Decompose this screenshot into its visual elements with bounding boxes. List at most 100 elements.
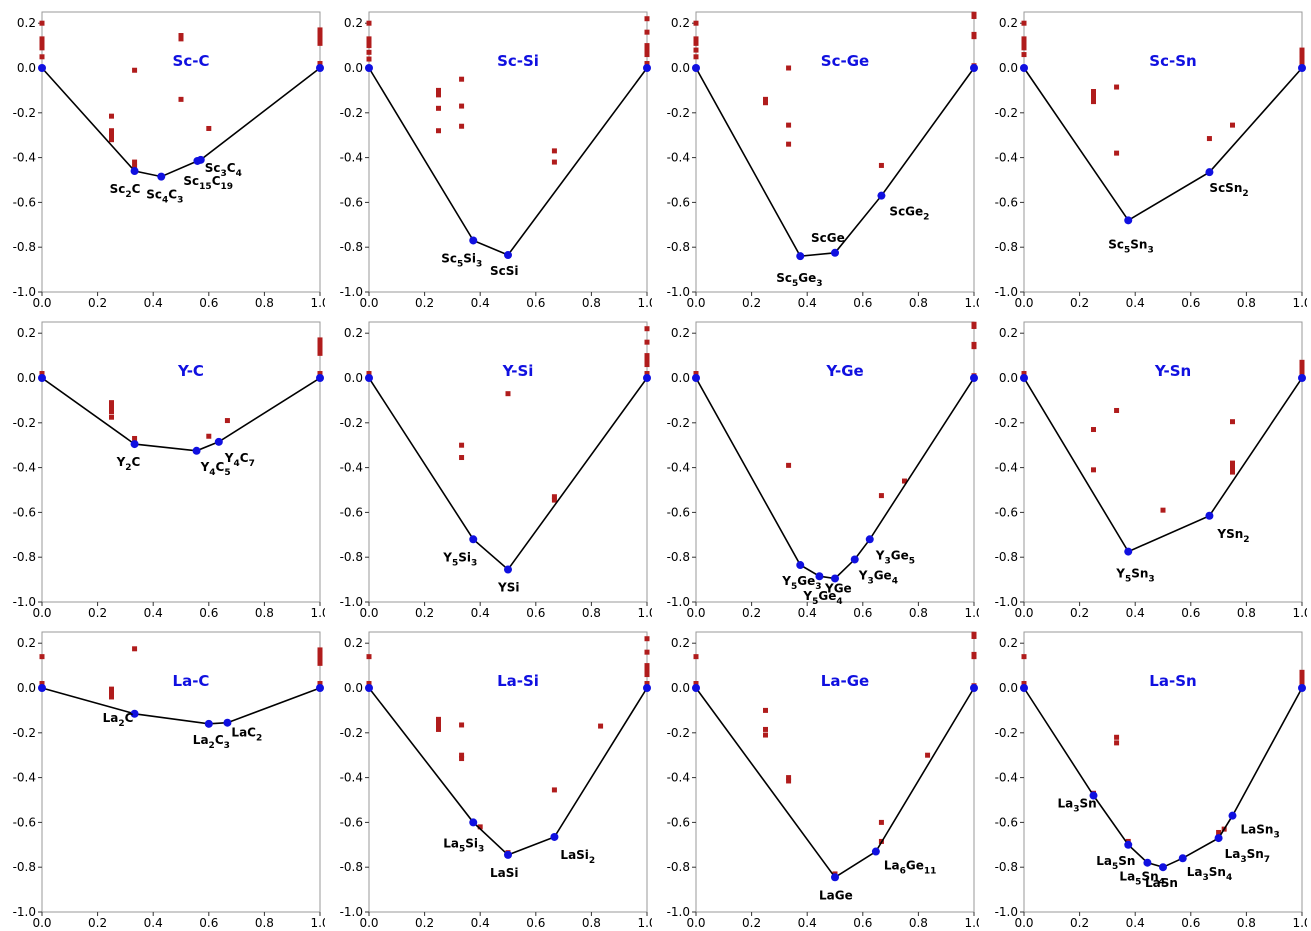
candidate-point [786,122,792,128]
candidate-point [109,409,114,415]
y-tick-label: -1.0 [995,905,1018,919]
candidate-point [1206,136,1212,142]
phase-label: LaSi2 [560,848,595,866]
candidate-point [206,125,212,131]
convex-hull-line [1023,67,1303,222]
hull-point [1298,374,1306,382]
hull-point [1143,858,1152,867]
candidate-point [1230,122,1235,128]
phase-label: Sc15C19 [183,174,233,192]
candidate-point [971,13,977,19]
phase-label: La3Sn7 [1225,847,1270,865]
convex-hull-line [1023,377,1303,553]
candidate-point [693,40,699,46]
phase-label: Y5Ge4 [802,589,842,607]
hull-point [970,684,978,692]
candidate-point [644,672,650,678]
plot-frame [1023,11,1303,293]
candidate-point [1021,20,1027,26]
y-tick-label: 0.2 [344,16,363,30]
y-tick-label: -0.2 [667,416,690,430]
candidate-point [109,113,114,119]
x-tick-label: 1.0 [964,296,979,308]
candidate-point [1299,56,1305,62]
x-tick-label: 0.8 [582,916,601,928]
hull-point [469,535,478,544]
candidate-point [109,400,114,406]
x-tick-label: 0.4 [798,606,817,618]
candidate-point [1299,366,1305,372]
convex-hull-line [41,687,321,725]
candidate-point [644,649,650,655]
y-tick-label: 0.0 [671,681,690,695]
hull-point [204,719,213,728]
candidate-point [763,100,768,106]
hull-point [831,873,839,882]
candidate-point [1091,467,1096,473]
candidate-point [436,720,441,726]
x-tick-label: 1.0 [637,296,652,308]
y-tick-label: -0.6 [340,505,363,519]
candidate-point [644,371,650,377]
y-tick-label: -0.4 [667,151,690,165]
convex-hull-line [41,377,321,452]
chart-y-sn: 0.20.0-0.2-0.4-0.6-0.8-1.00.0 0.2 0.4 0.6 0.… [995,321,1307,618]
x-tick-label: 0.8 [582,296,601,308]
chart-y-c: 0.20.0-0.2-0.4-0.6-0.8-1.00.0 0.2 0.4 0.6 0.… [13,321,325,618]
x-tick-label: 0.4 [1126,606,1145,618]
plot-frame [1023,321,1303,603]
phase-label: LaSn3 [1241,823,1280,841]
candidate-point [178,33,184,39]
phase-label: ScSn2 [1209,181,1248,199]
candidate-point [317,350,323,356]
x-tick-label: 0.4 [471,296,490,308]
hull-point [1020,64,1028,72]
hull-point [815,572,824,581]
chart-y-ge: 0.20.0-0.2-0.4-0.6-0.8-1.00.0 0.2 0.4 0.6 0.… [667,321,979,618]
candidate-point [644,681,650,687]
x-tick-label: 0.0 [1014,606,1033,618]
candidate-point [317,27,323,33]
candidate-point [109,128,114,134]
x-tick-label: 1.0 [964,606,979,618]
chart-title: Y-Sn [1154,362,1191,380]
hull-point [550,832,559,841]
y-tick-label: 0.2 [17,636,36,650]
x-tick-label: 0.2 [88,606,107,618]
hull-point [871,847,880,856]
candidate-point [109,132,114,138]
chart-title: La-Sn [1149,672,1196,690]
candidate-point [1114,734,1120,740]
x-tick-label: 0.0 [1014,916,1033,928]
candidate-point [786,141,792,147]
candidate-point [786,778,792,784]
candidate-point [763,96,768,102]
y-tick-label: 0.2 [999,326,1018,340]
candidate-point [317,651,323,657]
hull-point [643,64,651,72]
candidate-point [644,353,650,359]
chart-la-sn: 0.20.0-0.2-0.4-0.6-0.8-1.00.0 0.2 0.4 0.6 0.… [995,631,1307,928]
hull-point [692,684,700,692]
y-tick-label: 0.0 [344,61,363,75]
y-tick-label: 0.0 [999,371,1018,385]
candidate-point [39,54,45,60]
x-tick-label: 0.6 [526,916,545,928]
convex-hull-line [368,67,648,256]
x-tick-label: 0.4 [798,296,817,308]
phase-label: Y2C [116,455,141,473]
candidate-point [459,752,465,758]
plot-frame [695,321,975,603]
y-tick-label: -0.2 [13,416,36,430]
phase-label: Y3Ge5 [875,548,915,566]
y-tick-label: -0.4 [995,771,1018,785]
candidate-point [366,43,372,49]
candidate-point [366,371,372,377]
y-tick-label: -0.2 [13,726,36,740]
x-tick-label: 0.2 [88,916,107,928]
candidate-point [459,123,465,129]
y-tick-label: -0.4 [995,151,1018,165]
candidate-point [1091,92,1096,98]
y-tick-label: -0.6 [995,815,1018,829]
plot-frame [368,321,648,603]
